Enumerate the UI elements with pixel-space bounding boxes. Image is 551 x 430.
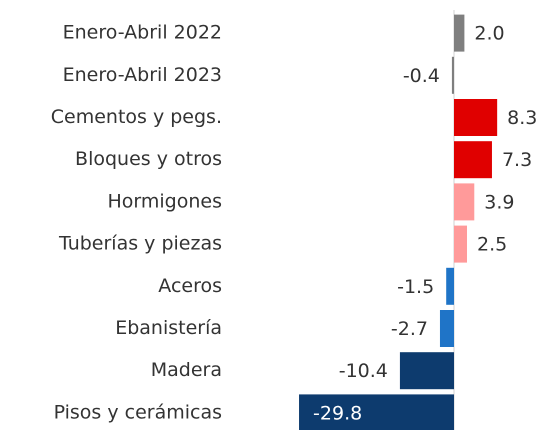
value-label: 7.3 (502, 149, 532, 171)
value-label: -29.8 (313, 402, 362, 424)
bar (399, 352, 454, 390)
bar (451, 56, 454, 94)
value-label: -1.5 (397, 276, 434, 298)
value-label: -2.7 (391, 318, 428, 340)
category-label: Pisos y cerámicas (54, 401, 222, 423)
value-label: 2.0 (474, 23, 504, 45)
value-label: -0.4 (403, 65, 440, 87)
bar (454, 225, 467, 263)
category-label: Hormigones (108, 190, 223, 212)
category-label: Aceros (158, 275, 222, 297)
bar (454, 99, 498, 136)
category-label: Enero-Abril 2023 (63, 64, 222, 86)
category-label: Ebanistería (115, 317, 222, 339)
bar (299, 394, 454, 430)
value-label: 8.3 (507, 107, 537, 129)
category-label: Bloques y otros (75, 148, 222, 170)
category-label: Enero-Abril 2022 (63, 22, 222, 44)
category-label: Cementos y pegs. (51, 106, 222, 128)
bar (439, 310, 454, 347)
value-label: 2.5 (477, 234, 507, 256)
value-label: -10.4 (339, 360, 388, 382)
category-label: Tuberías y piezas (58, 233, 222, 255)
value-label: 3.9 (484, 191, 514, 213)
bar (454, 141, 492, 179)
bar (454, 14, 465, 52)
category-label: Madera (151, 359, 222, 381)
bar (446, 267, 454, 305)
bar (454, 183, 475, 221)
